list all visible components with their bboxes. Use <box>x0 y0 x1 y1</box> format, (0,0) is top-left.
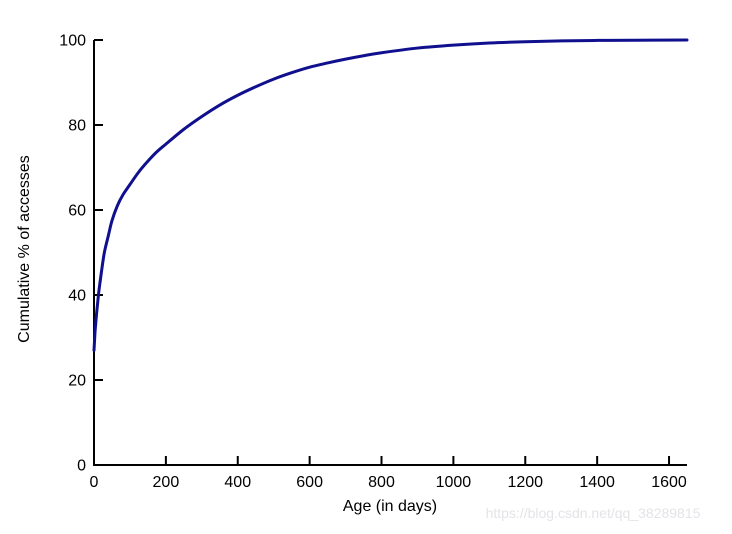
x-tick-label: 1600 <box>651 474 687 491</box>
y-tick-label: 60 <box>68 203 86 220</box>
x-tick-label: 1400 <box>579 474 615 491</box>
y-axis-label: Cumulative % of accesses <box>16 155 33 343</box>
axis-line <box>93 40 687 466</box>
watermark: https://blog.csdn.net/qq_38289815 <box>485 505 701 521</box>
x-tick-label: 1200 <box>507 474 543 491</box>
y-tick-label: 20 <box>68 373 86 390</box>
x-tick-label: 400 <box>224 474 251 491</box>
x-tick-label: 600 <box>296 474 323 491</box>
series-line <box>92 38 689 352</box>
y-tick-label: 40 <box>68 288 86 305</box>
y-tick-label: 100 <box>59 33 86 50</box>
x-axis-label: Age (in days) <box>342 498 438 515</box>
x-tick-label: 0 <box>90 474 99 491</box>
x-tick-label: 1000 <box>436 474 472 491</box>
y-tick-label: 80 <box>68 118 86 135</box>
x-tick-label: 800 <box>368 474 395 491</box>
x-tick-label: 200 <box>153 474 180 491</box>
y-tick-label: 0 <box>77 458 86 475</box>
